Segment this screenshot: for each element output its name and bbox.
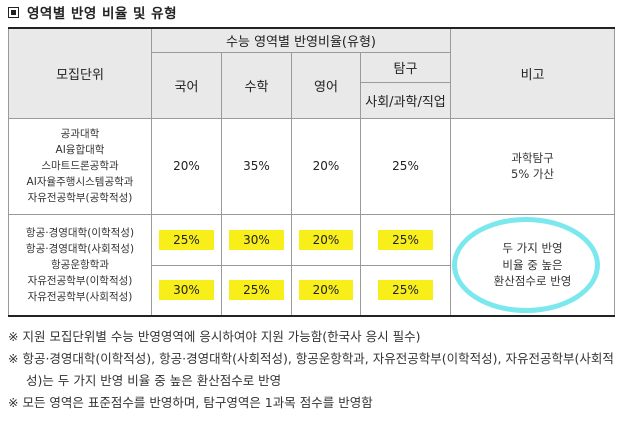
unit-name: 스마트드론공학과 xyxy=(41,160,119,172)
unit-name: 항공·경영대학(사회적성) xyxy=(25,242,135,255)
remark-cell: 과학탐구 5% 가산 xyxy=(450,117,616,215)
remark-cell: 두 가지 반영 비율 중 높은 환산점수로 반영 xyxy=(450,213,616,317)
unit-name: AI융합대학 xyxy=(55,144,105,156)
header-inquiry-sub: 사회/과학/직업 xyxy=(359,81,452,119)
remark-line: 환산점수로 반영 xyxy=(493,274,572,288)
remark-line: 과학탐구 xyxy=(511,150,554,165)
ratio-table: 모집단위 수능 영역별 반영비율(유형) 비고 국어 수학 영어 탐구 사회/과… xyxy=(8,27,616,317)
header-korean: 국어 xyxy=(151,51,222,119)
footnote: ※ 항공·경영대학(이학적성), 항공·경영대학(사회적성), 항공운항학과, … xyxy=(8,351,614,388)
korean-value: 30% xyxy=(151,264,222,317)
korean-value: 20% xyxy=(151,117,222,215)
unit-cell: 항공·경영대학(이학적성) 항공·경영대학(사회적성) 항공운항학과 자유전공학… xyxy=(8,213,152,317)
footnotes: ※ 지원 모집단위별 수능 반영영역에 응시하여야 지원 가능함(한국사 응시 … xyxy=(8,326,616,414)
header-unit: 모집단위 xyxy=(8,27,152,119)
remark-line: 5% 가산 xyxy=(511,167,555,181)
section-title: 영역별 반영 비율 및 유형 xyxy=(8,2,177,22)
math-value: 30% xyxy=(221,213,292,266)
footnote: ※ 지원 모집단위별 수능 반영영역에 응시하여야 지원 가능함(한국사 응시 … xyxy=(8,329,421,344)
remark-line: 비율 중 높은 xyxy=(502,257,563,272)
unit-name: 자유전공학부(이학적성) xyxy=(27,274,133,287)
square-bullet-icon xyxy=(8,6,19,18)
unit-name: AI자율주행시스템공학과 xyxy=(26,176,134,188)
korean-value: 25% xyxy=(151,213,222,266)
remark-line: 두 가지 반영 xyxy=(502,241,563,255)
header-math: 수학 xyxy=(221,51,292,119)
math-value: 25% xyxy=(221,264,292,317)
english-value: 20% xyxy=(291,117,361,215)
header-english: 영어 xyxy=(291,51,361,119)
unit-name: 항공·경영대학(이학적성) xyxy=(25,226,135,239)
section-title-text: 영역별 반영 비율 및 유형 xyxy=(27,6,177,22)
unit-name: 항공운항학과 xyxy=(51,258,109,271)
unit-name: 자유전공학부(사회적성) xyxy=(27,290,133,303)
inquiry-value: 25% xyxy=(359,117,452,215)
math-value: 35% xyxy=(221,117,292,215)
unit-cell: 공과대학 AI융합대학 스마트드론공학과 AI자율주행시스템공학과 자유전공학부… xyxy=(8,117,152,215)
footnote: ※ 모든 영역은 표준점수를 반영하며, 탐구영역은 1과목 점수를 반영함 xyxy=(8,395,373,410)
unit-name: 자유전공학부(공학적성) xyxy=(27,192,133,204)
english-value: 20% xyxy=(291,264,361,317)
header-remark: 비고 xyxy=(450,27,616,119)
header-inquiry: 탐구 xyxy=(359,51,452,83)
unit-name: 공과대학 xyxy=(60,128,100,140)
inquiry-value: 25% xyxy=(359,264,452,317)
inquiry-value: 25% xyxy=(359,213,452,266)
header-exam: 수능 영역별 반영비율(유형) xyxy=(150,27,452,53)
english-value: 20% xyxy=(291,213,361,266)
